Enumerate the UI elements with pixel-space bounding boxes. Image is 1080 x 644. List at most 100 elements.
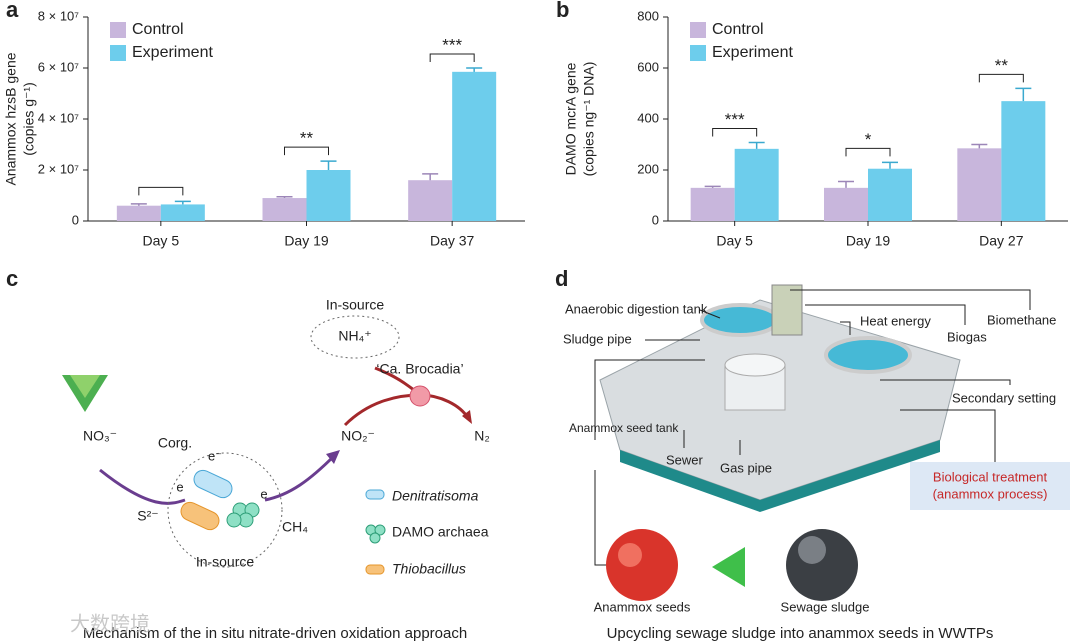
arrow-head	[462, 410, 472, 424]
x-tick-label: Day 37	[430, 233, 475, 249]
label: In-source	[196, 554, 255, 570]
flow-arrow	[712, 547, 745, 587]
nitrate-flow	[99, 453, 337, 505]
y-tick-label: 4 × 10⁷	[38, 110, 80, 125]
y-tick-label: 200	[637, 161, 659, 176]
error-bar	[971, 143, 988, 149]
label: Biogas	[947, 329, 987, 344]
significance-bracket	[138, 186, 184, 196]
significance-bracket	[978, 73, 1024, 83]
significance-label: **	[300, 129, 314, 148]
y-tick-label: 400	[637, 110, 659, 125]
label: Biological treatment	[933, 469, 1048, 484]
error-bar	[466, 67, 483, 72]
label: Biomethane	[987, 312, 1056, 327]
label: ‘Ca. Brocadia’	[376, 361, 463, 377]
significance-label: *	[865, 130, 872, 149]
legend-swatch	[690, 22, 706, 38]
bar	[306, 170, 351, 221]
y-tick-label: 6 × 10⁷	[38, 59, 80, 74]
seeds-image	[618, 543, 642, 567]
significance-bracket	[429, 53, 475, 62]
bar	[116, 205, 161, 221]
x-tick-label: Day 19	[846, 233, 891, 249]
error-bar	[1015, 87, 1032, 102]
y-tick-label: 800	[637, 8, 659, 23]
label: NO₂⁻	[341, 428, 375, 444]
error-bar	[174, 200, 191, 205]
bar	[824, 187, 868, 221]
panel-d: d Biological treatment (anammox process)…	[555, 266, 1070, 642]
watermark: 大数跨境	[70, 612, 150, 635]
label: e⁻	[208, 448, 222, 463]
legend-swatch	[110, 22, 126, 38]
label: N₂	[474, 428, 490, 444]
source-circle	[167, 452, 283, 568]
label: Sludge pipe	[563, 331, 632, 346]
error-bar	[320, 160, 337, 170]
panel-label: d	[555, 266, 568, 291]
significance-bracket	[712, 127, 758, 137]
caption: Mechanism of the in situ nitrate-driven …	[83, 625, 467, 642]
ammonium-circle	[310, 315, 400, 359]
legend-swatch	[365, 524, 386, 544]
label: (anammox process)	[933, 486, 1048, 501]
error-bar	[748, 141, 765, 149]
label: CH₄	[282, 519, 308, 535]
tank	[724, 353, 786, 377]
label: Corg.	[158, 435, 192, 451]
caption: Upcycling sewage sludge into anammox see…	[607, 625, 994, 642]
label: Gas pipe	[720, 460, 772, 475]
tank	[824, 336, 912, 374]
brocadia	[409, 385, 431, 407]
label: e	[260, 486, 267, 501]
archaea	[226, 502, 260, 528]
y-axis-label: Anammox hzsB gene	[3, 52, 19, 185]
tank	[700, 303, 780, 337]
panel-c: c In-source NH₄⁺ ‘Ca. Brocadia’ NO₃⁻ NO₂…	[6, 266, 490, 642]
plant-edge	[620, 440, 940, 512]
sludge-image	[786, 529, 858, 601]
y-axis-label: (copies ng⁻¹ DNA)	[581, 62, 597, 177]
label: S²⁻	[137, 508, 158, 524]
y-tick-label: 0	[652, 212, 659, 227]
legend-swatch	[365, 489, 385, 500]
legend-label: Control	[712, 21, 764, 38]
label: Anammox seed tank	[569, 421, 679, 435]
anammox-flow	[343, 393, 470, 427]
y-tick-label: 600	[637, 59, 659, 74]
legend-swatch	[110, 45, 126, 61]
significance-label: ***	[725, 110, 745, 129]
significance-bracket	[845, 147, 891, 157]
label: Heat energy	[860, 313, 931, 328]
label: Secondary setting	[952, 390, 1056, 405]
sludge-image	[798, 536, 826, 564]
x-tick-label: Day 27	[979, 233, 1024, 249]
panel-label: c	[6, 266, 18, 291]
legend-label: Thiobacillus	[392, 561, 466, 577]
bar	[957, 148, 1002, 221]
x-tick-label: Day 5	[143, 233, 180, 249]
error-bar	[276, 196, 293, 199]
denitratisoma	[193, 469, 233, 499]
bar	[452, 71, 497, 221]
bar	[690, 187, 735, 221]
seeds-image	[606, 529, 678, 601]
arrow-head	[326, 450, 340, 464]
label: NH₄⁺	[338, 328, 371, 344]
x-tick-label: Day 5	[716, 233, 753, 249]
bar	[408, 180, 453, 221]
x-tick-label: Day 19	[284, 233, 329, 249]
y-axis-label: DAMO mcrA gene	[563, 62, 579, 175]
error-bar	[130, 203, 147, 206]
significance-label: ***	[442, 35, 462, 54]
significance-label: **	[995, 56, 1009, 75]
legend-swatch	[690, 45, 706, 61]
legend-label: DAMO archaea	[392, 524, 489, 540]
input-arrow-hl	[70, 375, 100, 398]
bar	[1001, 101, 1046, 221]
y-tick-label: 2 × 10⁷	[38, 161, 80, 176]
label: NO₃⁻	[83, 428, 117, 444]
bar	[262, 198, 307, 221]
